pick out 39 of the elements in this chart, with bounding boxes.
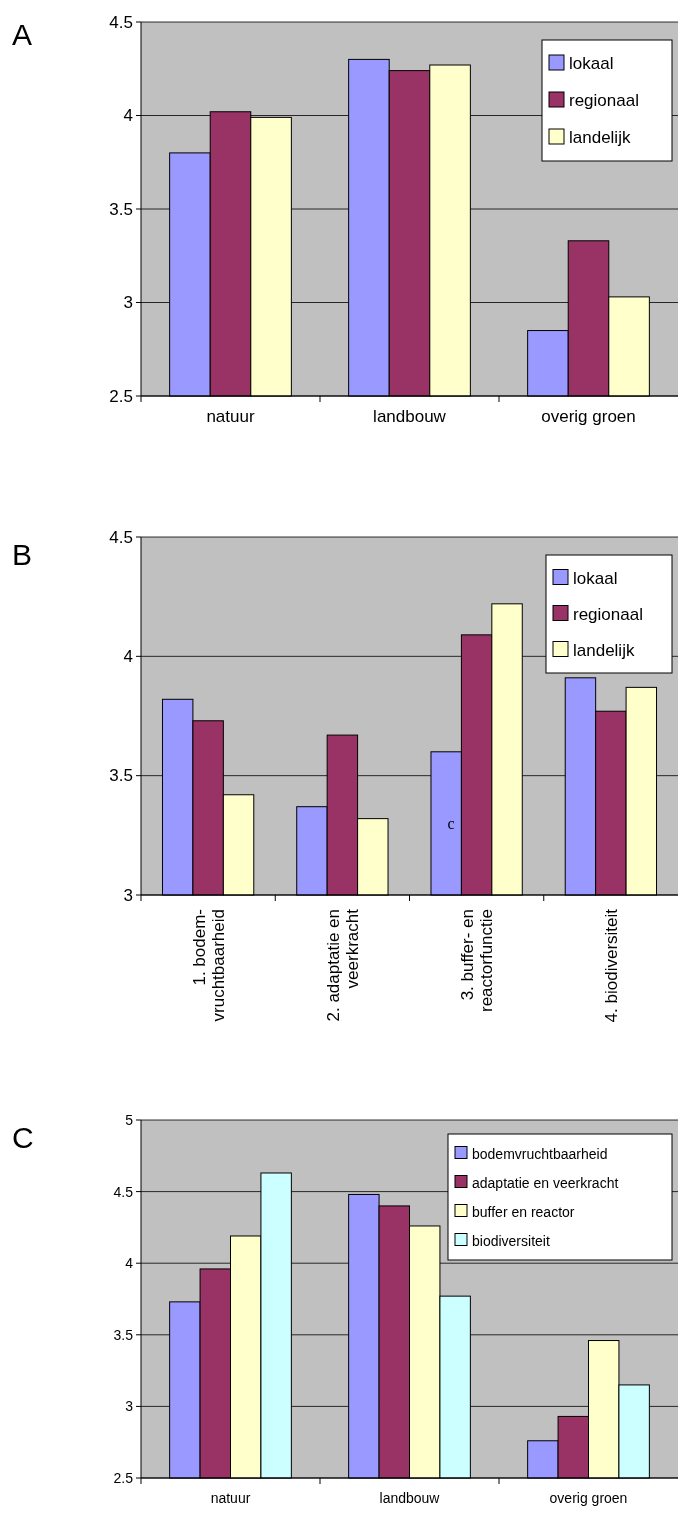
legend-label: biodiversiteit <box>472 1232 550 1249</box>
chart-title: A <box>12 18 33 51</box>
x-tick-label: 3. buffer- en reactorfunctie <box>458 909 497 1012</box>
y-tick-label: 2.5 <box>113 1470 134 1486</box>
chart-title: B <box>12 538 33 571</box>
y-tick-label: 4 <box>125 1255 134 1272</box>
legend-label: lokaal <box>573 568 618 588</box>
y-tick-label: 3 <box>123 885 133 905</box>
legend-label: landelijk <box>573 640 635 660</box>
y-tick-label: 4 <box>123 646 133 666</box>
y-tick-label: 4.5 <box>113 1183 134 1200</box>
y-tick-label: 4.5 <box>109 12 133 32</box>
annotation: c <box>447 814 455 832</box>
legend-label: bodemvruchtbaarheid <box>472 1145 608 1162</box>
legend-label: landelijk <box>569 128 631 147</box>
y-tick-label: 2.5 <box>109 386 133 406</box>
x-tick-label: landbouw <box>379 1490 441 1506</box>
x-tick-label: landbouw <box>373 406 447 426</box>
y-tick-label: 3 <box>125 1398 134 1415</box>
x-tick-label: 2. adaptatie en veerkracht <box>323 908 362 1022</box>
x-tick-label: natuur <box>206 406 255 426</box>
legend-label: regionaal <box>569 91 639 110</box>
legend-label: regionaal <box>573 604 643 624</box>
y-tick-label: 4.5 <box>109 527 133 547</box>
legend-label: adaptatie en veerkracht <box>472 1174 619 1191</box>
y-tick-label: 4 <box>123 106 133 125</box>
x-tick-label: natuur <box>210 1490 251 1506</box>
x-tick-label: 1. bodem- vruchtbaarheid <box>189 909 228 1022</box>
y-tick-label: 3.5 <box>113 1326 134 1343</box>
y-tick-label: 3.5 <box>109 766 133 786</box>
x-tick-label: overig groen <box>541 406 636 426</box>
y-tick-label: 3.5 <box>109 199 133 219</box>
x-tick-label: overig groen <box>549 1490 628 1506</box>
y-tick-label: 5 <box>125 1112 134 1128</box>
legend-label: buffer en reactor <box>472 1203 575 1220</box>
y-tick-label: 3 <box>123 293 133 312</box>
legend-label: lokaal <box>569 54 614 73</box>
x-tick-label: 4. biodiversiteit <box>601 908 621 1023</box>
chart-title: C <box>12 1121 34 1154</box>
